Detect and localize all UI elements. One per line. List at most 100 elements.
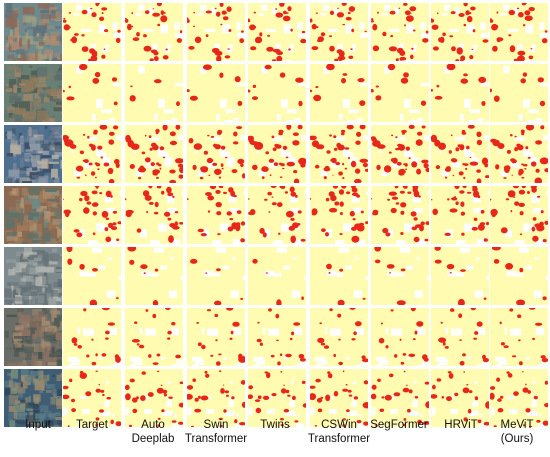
mask-image	[371, 369, 429, 427]
mask-image	[310, 308, 368, 366]
mask-image	[431, 3, 489, 61]
mask-image	[125, 125, 183, 183]
mask-image	[310, 186, 368, 244]
mask-image	[125, 247, 183, 305]
segmentation-mask-cswin-row-5	[310, 247, 368, 305]
segmentation-mask-cswin-row-7	[310, 369, 368, 427]
mask-image	[248, 125, 306, 183]
segmentation-mask-cswin-row-3	[310, 125, 368, 183]
column-label-twins: Twins	[260, 419, 290, 431]
segmentation-mask-autodeeplab-row-7	[125, 369, 183, 427]
segmentation-mask-swin-row-1	[187, 3, 245, 61]
segmentation-mask-autodeeplab-row-4	[125, 186, 183, 244]
segmentation-mask-hrvit-row-5	[431, 247, 489, 305]
column-label-swin-transformer: Swin Transformer	[184, 419, 248, 445]
mask-image	[187, 247, 245, 305]
column-label-mevit: MeViT (Ours)	[500, 419, 534, 445]
segmentation-mask-swin-row-3	[187, 125, 245, 183]
mask-image	[248, 64, 306, 122]
input-image-input-row-4	[4, 186, 62, 244]
mask-image	[490, 247, 548, 305]
segmentation-mask-mevit-row-3	[490, 125, 548, 183]
satellite-image	[4, 308, 62, 366]
column-label-target: Target	[76, 419, 108, 431]
segmentation-mask-twins-row-6	[248, 308, 306, 366]
mask-image	[490, 308, 548, 366]
mask-image	[187, 3, 245, 61]
segmentation-mask-target-row-7	[63, 369, 121, 427]
mask-image	[63, 3, 121, 61]
mask-image	[490, 369, 548, 427]
mask-image	[125, 3, 183, 61]
mask-image	[490, 3, 548, 61]
mask-image	[371, 125, 429, 183]
mask-image	[431, 186, 489, 244]
mask-image	[125, 369, 183, 427]
column-label-segformer: SegFormer	[370, 419, 428, 431]
segmentation-mask-swin-row-7	[187, 369, 245, 427]
segmentation-mask-hrvit-row-7	[431, 369, 489, 427]
mask-image	[371, 186, 429, 244]
segmentation-mask-hrvit-row-6	[431, 308, 489, 366]
satellite-image	[4, 125, 62, 183]
segmentation-mask-target-row-4	[63, 186, 121, 244]
segmentation-mask-swin-row-4	[187, 186, 245, 244]
segmentation-mask-cswin-row-4	[310, 186, 368, 244]
input-image-input-row-7	[4, 369, 62, 427]
mask-image	[187, 64, 245, 122]
mask-image	[310, 3, 368, 61]
segmentation-mask-cswin-row-6	[310, 308, 368, 366]
satellite-image	[4, 369, 62, 427]
mask-image	[248, 308, 306, 366]
segmentation-mask-swin-row-2	[187, 64, 245, 122]
segmentation-mask-hrvit-row-1	[431, 3, 489, 61]
segmentation-mask-cswin-row-2	[310, 64, 368, 122]
segmentation-mask-mevit-row-2	[490, 64, 548, 122]
mask-image	[490, 125, 548, 183]
segmentation-mask-autodeeplab-row-2	[125, 64, 183, 122]
segmentation-mask-twins-row-2	[248, 64, 306, 122]
mask-image	[490, 186, 548, 244]
mask-image	[63, 64, 121, 122]
segmentation-mask-mevit-row-7	[490, 369, 548, 427]
mask-image	[310, 64, 368, 122]
input-image-input-row-2	[4, 64, 62, 122]
column-label-auto-deeplab: Auto Deeplab	[131, 419, 175, 445]
segmentation-mask-target-row-1	[63, 3, 121, 61]
segmentation-mask-twins-row-1	[248, 3, 306, 61]
segmentation-mask-segformer-row-5	[371, 247, 429, 305]
segmentation-mask-autodeeplab-row-1	[125, 3, 183, 61]
mask-image	[431, 308, 489, 366]
mask-image	[187, 308, 245, 366]
mask-image	[63, 369, 121, 427]
mask-image	[431, 369, 489, 427]
mask-image	[371, 3, 429, 61]
segmentation-mask-autodeeplab-row-6	[125, 308, 183, 366]
mask-image	[248, 247, 306, 305]
input-image-input-row-5	[4, 247, 62, 305]
mask-image	[310, 247, 368, 305]
mask-image	[248, 369, 306, 427]
mask-image	[187, 186, 245, 244]
segmentation-mask-target-row-3	[63, 125, 121, 183]
segmentation-mask-hrvit-row-2	[431, 64, 489, 122]
mask-image	[187, 125, 245, 183]
mask-image	[431, 64, 489, 122]
input-image-input-row-6	[4, 308, 62, 366]
mask-image	[371, 64, 429, 122]
segmentation-mask-twins-row-5	[248, 247, 306, 305]
mask-image	[371, 308, 429, 366]
segmentation-mask-mevit-row-5	[490, 247, 548, 305]
mask-image	[310, 125, 368, 183]
segmentation-mask-segformer-row-1	[371, 3, 429, 61]
segmentation-mask-mevit-row-6	[490, 308, 548, 366]
mask-image	[63, 186, 121, 244]
segmentation-mask-hrvit-row-3	[431, 125, 489, 183]
mask-image	[63, 308, 121, 366]
mask-image	[431, 247, 489, 305]
mask-image	[248, 186, 306, 244]
mask-image	[125, 308, 183, 366]
mask-image	[63, 247, 121, 305]
mask-image	[125, 64, 183, 122]
